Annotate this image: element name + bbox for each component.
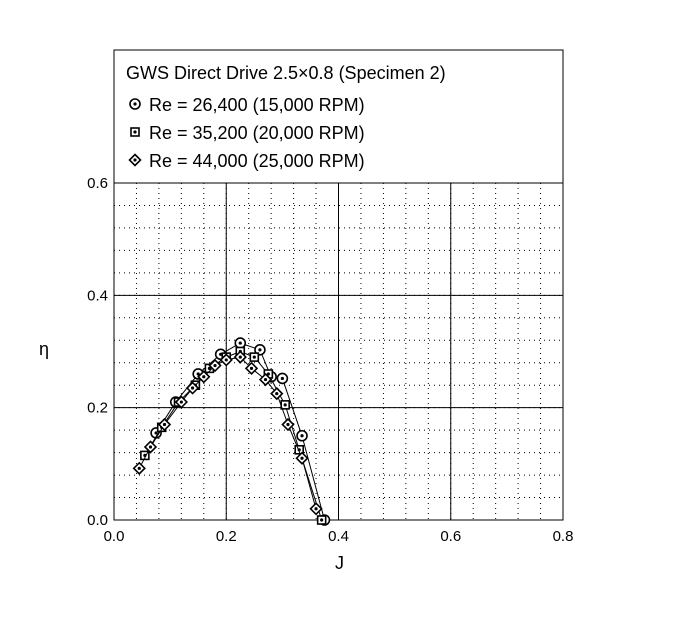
marker-dot bbox=[213, 363, 217, 368]
marker-dot bbox=[300, 456, 304, 460]
x-axis-label: J bbox=[335, 553, 344, 573]
data-point bbox=[130, 127, 140, 137]
marker-dot bbox=[133, 158, 137, 162]
data-point bbox=[270, 386, 284, 401]
y-tick-label: 0.4 bbox=[87, 287, 108, 304]
marker-dot bbox=[190, 386, 195, 390]
data-point bbox=[295, 451, 309, 465]
legend-label: Re = 26,400 (15,000 RPM) bbox=[149, 95, 365, 115]
data-point bbox=[233, 350, 247, 364]
y-tick-label: 0.6 bbox=[87, 175, 108, 192]
marker-dot bbox=[252, 355, 256, 359]
data-point bbox=[197, 370, 211, 384]
legend-entry: Re = 35,200 (20,000 RPM) bbox=[130, 123, 365, 143]
marker-dot bbox=[320, 518, 324, 522]
marker-dot bbox=[238, 355, 242, 359]
legend: GWS Direct Drive 2.5×0.8 (Specimen 2) Re… bbox=[113, 49, 564, 184]
x-tick-label: 0.0 bbox=[104, 528, 125, 545]
data-point bbox=[129, 98, 141, 110]
marker-dot bbox=[300, 434, 304, 438]
legend-label: Re = 44,000 (25,000 RPM) bbox=[149, 151, 365, 171]
marker-dot bbox=[280, 376, 284, 381]
marker-dot bbox=[137, 466, 141, 470]
data-point bbox=[309, 502, 323, 516]
data-point bbox=[185, 381, 200, 395]
marker-dot bbox=[275, 392, 279, 396]
series bbox=[150, 337, 331, 526]
marker-dot bbox=[202, 375, 206, 379]
data-point bbox=[128, 153, 142, 167]
series bbox=[132, 350, 323, 516]
data-point bbox=[132, 461, 146, 475]
marker-dot bbox=[219, 352, 223, 356]
marker-dot bbox=[154, 431, 158, 435]
marker-dot bbox=[207, 366, 212, 370]
data-point bbox=[174, 395, 188, 409]
legend-entry: Re = 26,400 (15,000 RPM) bbox=[129, 95, 365, 115]
data-point bbox=[316, 515, 327, 525]
series-line bbox=[138, 356, 317, 509]
x-tick-label: 0.8 bbox=[553, 528, 574, 545]
data-point bbox=[254, 344, 266, 356]
legend-box bbox=[113, 49, 564, 184]
data-point bbox=[276, 372, 289, 385]
data-point bbox=[249, 352, 260, 362]
marker-dot bbox=[263, 377, 268, 382]
y-axis-label: η bbox=[39, 339, 49, 359]
marker-dot bbox=[286, 422, 290, 427]
x-tick-label: 0.4 bbox=[328, 528, 349, 545]
marker-dot bbox=[224, 358, 228, 362]
marker-dot bbox=[266, 372, 270, 376]
marker-dot bbox=[238, 341, 242, 345]
marker-dot bbox=[162, 422, 167, 427]
marker-dot bbox=[249, 366, 254, 370]
series-layer bbox=[132, 337, 331, 526]
marker-dot bbox=[133, 102, 137, 106]
marker-dot bbox=[148, 445, 153, 449]
x-tick-labels: 0.0 0.2 0.4 0.6 0.8 bbox=[104, 528, 574, 545]
chart-title: GWS Direct Drive 2.5×0.8 (Specimen 2) bbox=[126, 63, 446, 83]
legend-entry: Re = 44,000 (25,000 RPM) bbox=[128, 151, 365, 171]
data-point bbox=[143, 440, 158, 454]
marker-dot bbox=[133, 130, 137, 134]
x-tick-label: 0.6 bbox=[440, 528, 461, 545]
data-point bbox=[258, 372, 273, 387]
marker-dot bbox=[283, 403, 287, 407]
x-tick-label: 0.2 bbox=[216, 528, 237, 545]
data-point bbox=[208, 358, 222, 373]
data-point bbox=[234, 337, 247, 349]
y-tick-label: 0.0 bbox=[87, 512, 108, 529]
y-tick-label: 0.2 bbox=[87, 400, 108, 417]
data-point bbox=[157, 417, 172, 432]
marker-dot bbox=[179, 400, 183, 404]
data-point bbox=[244, 361, 259, 375]
marker-dot bbox=[196, 372, 200, 376]
marker-dot bbox=[314, 507, 318, 511]
data-point bbox=[296, 429, 308, 442]
data-point bbox=[219, 353, 233, 367]
legend-label: Re = 35,200 (20,000 RPM) bbox=[149, 123, 365, 143]
marker-dot bbox=[258, 348, 262, 352]
series-line bbox=[144, 350, 323, 521]
y-tick-labels: 0.0 0.2 0.4 0.6 bbox=[87, 175, 108, 529]
data-point bbox=[281, 417, 295, 432]
